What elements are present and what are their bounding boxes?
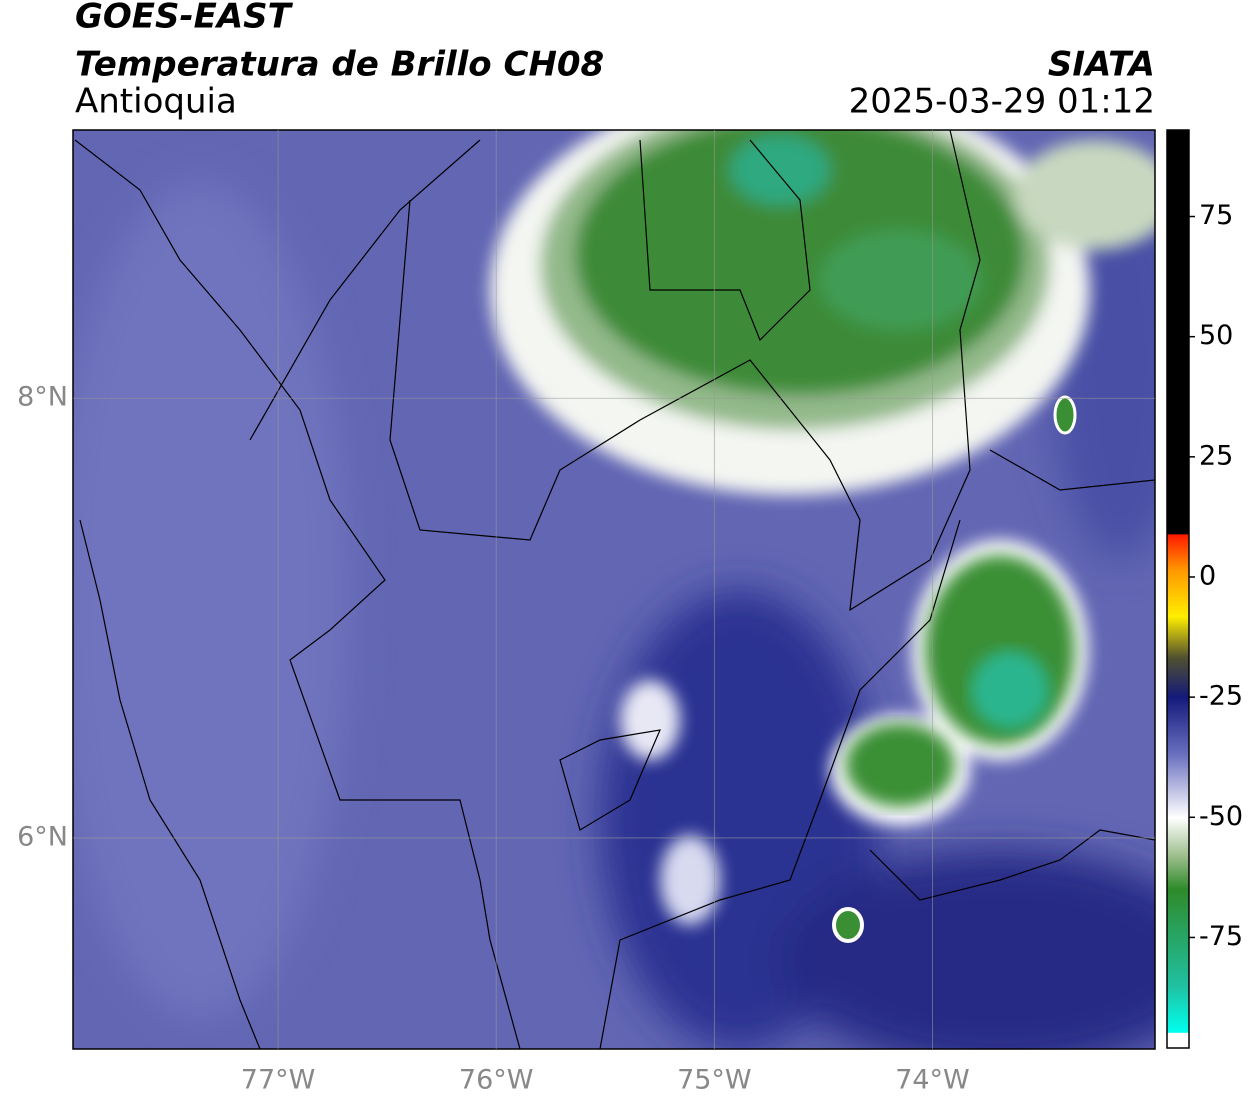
colorbar-tick-label: 25 <box>1199 440 1233 471</box>
source: SIATA <box>1048 45 1155 85</box>
x-tick-label: 75°W <box>677 1065 752 1096</box>
colorbar-tick-label: 0 <box>1199 560 1216 591</box>
colorbar-tick-label: 50 <box>1199 320 1233 351</box>
timestamp: 2025-03-29 01:12 <box>849 82 1155 122</box>
y-tick-label: 8°N <box>17 382 68 413</box>
y-tick-label: 6°N <box>17 821 68 852</box>
title: GOES-EAST <box>75 0 294 37</box>
colorbar-tick-label: -75 <box>1199 921 1243 952</box>
x-tick-label: 74°W <box>895 1065 970 1096</box>
x-tick-label: 77°W <box>241 1065 316 1096</box>
map-frame <box>72 129 1156 1050</box>
colorbar-tick-label: -25 <box>1199 681 1243 712</box>
x-tick-label: 76°W <box>459 1065 534 1096</box>
colorbar-tick-label: 75 <box>1199 200 1233 231</box>
map-image <box>73 130 1155 1049</box>
subtitle: Temperatura de Brillo CH08 <box>75 45 604 85</box>
region: Antioquia <box>75 82 237 122</box>
colorbar-tick-label: -50 <box>1199 801 1243 832</box>
colorbar <box>1166 129 1190 1049</box>
